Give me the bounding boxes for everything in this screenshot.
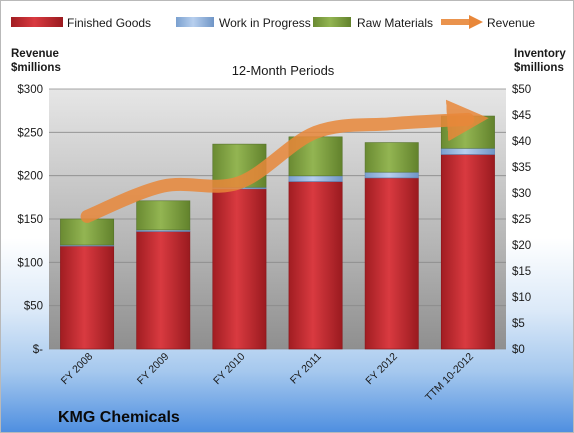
bar-segment-finished-goods	[440, 154, 495, 350]
y-right-title-line2: $millions	[514, 62, 564, 74]
y-left-tick-label: $150	[17, 214, 43, 226]
y-left-title-line1: Revenue	[11, 48, 59, 60]
x-tick-label: FY 2012	[363, 351, 400, 388]
y-left-title-line2: $millions	[11, 62, 61, 74]
revenue-line-path	[80, 99, 489, 223]
legend-label-finished-goods: Finished Goods	[67, 16, 151, 30]
bar-segment-work-in-progress	[288, 175, 343, 182]
y-left-tick-label: $200	[17, 171, 43, 183]
chart-title: KMG Chemicals	[58, 409, 180, 426]
y-right-tick-label: $30	[512, 188, 531, 200]
legend-swatch-raw-materials	[313, 17, 351, 27]
y-right-tick-label: $0	[512, 344, 525, 356]
bar-segment-finished-goods	[212, 188, 267, 350]
y-right-tick-label: $10	[512, 292, 531, 304]
y-right-title-line1: Inventory	[514, 48, 566, 60]
legend-label-work-in-progress: Work in Progress	[219, 16, 311, 30]
bar-segment-work-in-progress	[440, 147, 495, 155]
bar-segment-finished-goods	[364, 177, 419, 350]
y-right-tick-label: $50	[512, 84, 531, 96]
y-right-tick-label: $35	[512, 162, 531, 174]
y-right-tick-label: $45	[512, 110, 531, 122]
legend-swatch-finished-goods	[11, 17, 63, 27]
y-right-tick-label: $15	[512, 266, 531, 278]
grid	[49, 88, 506, 350]
y-right-tick-label: $20	[512, 240, 531, 252]
y-right-tick-label: $40	[512, 136, 531, 148]
bar-segment-work-in-progress	[364, 171, 419, 179]
x-tick-label: FY 2009	[135, 351, 172, 388]
legend-swatch-work-in-progress	[176, 17, 214, 27]
bar-segment-raw-materials	[364, 142, 419, 173]
y-left-tick-label: $250	[17, 127, 43, 139]
y-left-tick-label: $100	[17, 257, 43, 269]
y-right-tick-label: $5	[512, 318, 525, 330]
chart-subtitle: 12-Month Periods	[232, 63, 335, 78]
x-tick-label: FY 2008	[59, 351, 96, 388]
x-tick-label: FY 2011	[288, 351, 324, 387]
legend-label-revenue: Revenue	[487, 16, 535, 30]
y-left-tick-label: $300	[17, 84, 43, 96]
y-left-tick-label: $50	[24, 301, 43, 313]
revenue-line	[80, 99, 489, 223]
legend-label-raw-materials: Raw Materials	[357, 16, 433, 30]
legend: Finished Goods Work in Progress Raw Mate…	[11, 15, 535, 30]
y-left-tick-label: $-	[33, 344, 43, 356]
bar-segment-finished-goods	[60, 245, 115, 350]
x-tick-label: FY 2010	[211, 351, 248, 388]
x-tick-label: TTM 10-2012	[423, 351, 476, 404]
bar-segment-raw-materials	[136, 200, 191, 231]
bars	[60, 115, 495, 350]
legend-arrow-icon	[469, 15, 483, 29]
y-right-tick-label: $25	[512, 214, 531, 226]
bar-segment-raw-materials	[60, 218, 115, 246]
bar-segment-finished-goods	[288, 181, 343, 350]
bar-segment-finished-goods	[136, 231, 191, 350]
